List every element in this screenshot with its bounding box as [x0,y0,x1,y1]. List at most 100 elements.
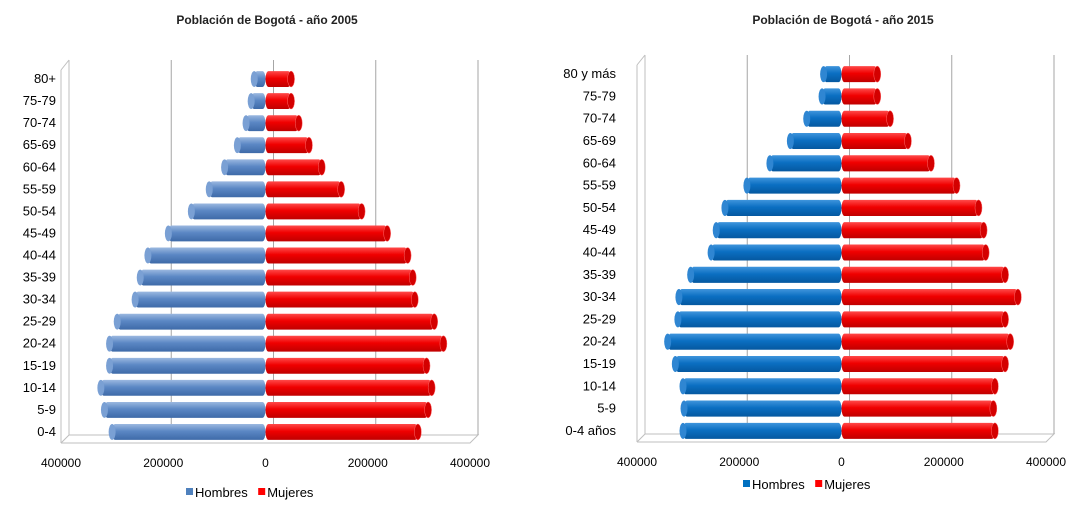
bar-end-mujeres [383,225,391,242]
bar-end-mujeres [439,335,448,352]
bar-end-hombres [106,335,114,352]
left-wall-top [636,54,646,66]
bar-hombres-25-29 [117,313,266,330]
bar-hombres-40-44 [711,244,842,261]
y-category-label: 60-64 [23,159,56,174]
y-category-label: 5-9 [37,402,56,417]
bar-mujeres-35-39 [265,269,413,286]
bar-end-mujeres [927,155,935,172]
y-category-label: 15-19 [583,356,616,371]
bar-hombres-60-64 [769,155,842,172]
bar-end-hombres [187,203,195,220]
y-category-label: 10-14 [583,378,616,393]
bar-end-mujeres [991,377,999,395]
x-tick-label: 200000 [719,455,759,469]
y-category-label: 75-79 [23,93,56,108]
x-tick-label: 0 [262,456,269,470]
bar-hombres-30-34 [135,291,266,308]
bar-hombres-70-74 [246,115,266,132]
y-category-label: 70-74 [583,111,616,126]
y-category-label: 60-64 [583,155,616,170]
y-category-label: 10-14 [23,380,56,395]
left-wall [636,55,646,443]
bar-end-mujeres [991,422,999,440]
bar-mujeres-45-49 [841,222,984,239]
y-category-label: 50-54 [23,203,56,218]
bar-mujeres-5-9 [265,401,429,418]
bar-end-hombres [233,137,241,154]
bar-end-mujeres [294,114,303,132]
bar-hombres-70-74 [806,110,842,127]
bar-hombres-5-9 [684,400,842,417]
bar-end-mujeres [287,70,295,88]
bar-hombres-60-64 [224,159,266,176]
bar-mujeres-40-44 [265,247,408,264]
bar-mujeres-30-34 [265,291,415,308]
bar-hombres-5-9 [104,401,266,418]
y-category-label: 80+ [34,71,56,86]
chart-title: Población de Bogotá - año 2005 [176,13,358,27]
y-category-label: 30-34 [23,292,56,307]
bar-mujeres-45-49 [265,225,388,242]
bar-mujeres-80+ [265,71,292,87]
chart-title: Población de Bogotá - año 2015 [752,13,934,27]
bar-end-hombres [250,71,258,87]
y-category-label: 70-74 [23,115,56,130]
bar-end-mujeres [1001,266,1009,284]
y-category-label: 20-24 [23,336,56,351]
y-category-label: 50-54 [583,200,616,215]
legend-label-mujeres: Mujeres [824,477,871,492]
bar-mujeres-15-19 [841,355,1006,372]
y-category-label: 45-49 [583,222,616,237]
bar-end-mujeres [981,244,990,261]
bar-end-mujeres [1001,311,1009,328]
bar-mujeres-65-69 [265,137,309,154]
bar-end-hombres [766,155,774,172]
legend-swatch-hombres [186,488,193,495]
y-category-label: 65-69 [583,133,616,148]
bar-end-mujeres [337,181,345,198]
bar-mujeres-0-4 [265,424,418,440]
bar-end-hombres [707,244,715,261]
bar-end-mujeres [427,379,436,397]
bar-mujeres-35-39 [841,266,1006,283]
bar-end-mujeres [989,400,998,417]
left-wall-top [60,59,70,71]
bar-end-hombres [679,378,687,395]
left-wall [60,60,70,444]
bar-end-hombres [205,181,213,198]
bar-end-mujeres [287,92,295,110]
bar-end-hombres [97,379,105,396]
bar-end-hombres [743,177,751,194]
bar-mujeres-55-59 [841,177,957,194]
bar-hombres-15-19 [675,355,842,372]
bar-hombres-10-14 [100,379,266,396]
bar-end-hombres [664,333,672,350]
bar-hombres-50-54 [724,199,842,216]
bar-hombres-10-14 [683,378,842,395]
bar-end-hombres [221,159,229,176]
bar-mujeres-15-19 [265,357,427,374]
x-tick-label: 200000 [924,455,964,469]
bar-end-hombres [712,222,720,239]
chart-2005: Población de Bogotá - año 2005 400000 2000… [23,13,491,500]
bar-mujeres-30-34 [841,289,1018,306]
legend-swatch-mujeres [815,480,823,487]
bar-end-mujeres [904,132,912,150]
bar-end-hombres [721,199,729,216]
bar-end-mujeres [873,88,882,105]
bar-end-mujeres [408,269,417,286]
bar-hombres-75-79 [251,93,266,110]
bar-hombres-0-4 [112,424,266,440]
y-category-label: 25-29 [23,314,56,329]
bar-hombres-20-24 [109,335,266,352]
bar-mujeres-25-29 [265,313,435,330]
bar-mujeres-70-74 [265,115,299,132]
bar-hombres-80 y más [823,66,842,83]
bar-end-hombres [803,110,811,127]
bar-hombres-45-49 [716,222,842,239]
legend-label-hombres: Hombres [195,485,248,500]
bar-end-mujeres [952,177,961,194]
bar-end-hombres [687,266,695,283]
bar-end-mujeres [357,203,366,220]
